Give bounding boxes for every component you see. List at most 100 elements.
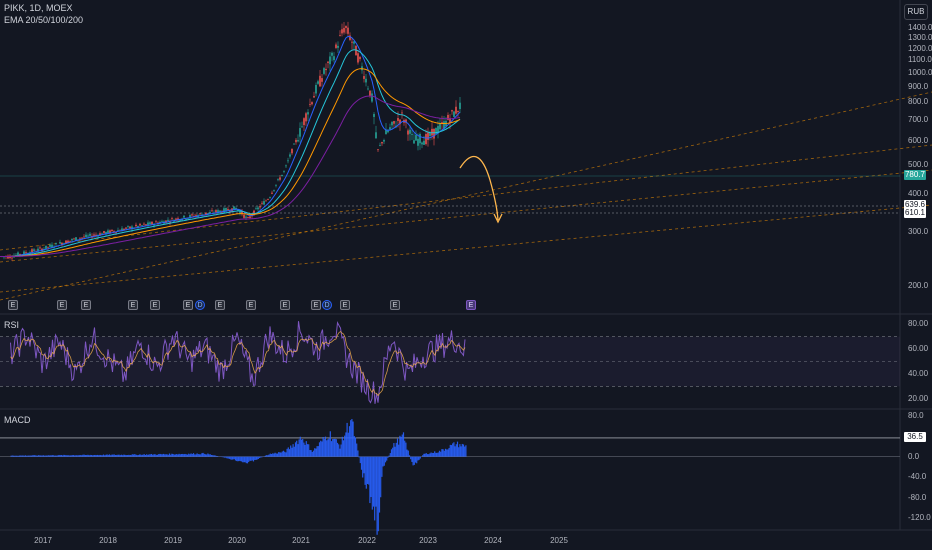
- candle-body: [39, 247, 41, 249]
- candle-body: [455, 106, 457, 114]
- macd-histogram-bar: [405, 442, 407, 457]
- candle-body: [365, 78, 367, 83]
- earnings-marker[interactable]: E: [150, 300, 160, 310]
- candle-body: [299, 128, 301, 137]
- macd-histogram-bar: [58, 454, 60, 457]
- macd-histogram-bar: [434, 451, 436, 457]
- candle-body: [167, 219, 169, 221]
- macd-histogram-bar: [435, 452, 437, 457]
- macd-histogram-bar: [290, 445, 292, 457]
- candle-body: [405, 119, 407, 123]
- macd-histogram-bar: [57, 455, 59, 457]
- macd-histogram-bar: [12, 455, 15, 457]
- candle-body: [351, 41, 353, 43]
- macd-histogram-bar: [423, 453, 425, 457]
- rsi-y-tick-label: 60.00: [908, 344, 929, 354]
- macd-histogram-bar: [323, 438, 325, 457]
- macd-histogram-bar: [404, 440, 406, 457]
- candle-body: [155, 221, 157, 223]
- candle-body: [283, 170, 285, 172]
- macd-histogram-bar: [155, 454, 157, 457]
- macd-histogram-bar: [166, 454, 168, 457]
- future-earnings-marker[interactable]: E: [466, 300, 476, 310]
- rsi-panel-title[interactable]: RSI: [4, 320, 20, 330]
- macd-histogram-bar: [408, 455, 411, 457]
- macd-histogram-bar: [222, 456, 225, 458]
- macd-panel-title[interactable]: MACD: [4, 415, 31, 425]
- candle-body: [47, 246, 49, 248]
- macd-histogram-bar: [46, 455, 48, 457]
- earnings-marker[interactable]: E: [8, 300, 18, 310]
- macd-histogram-bar: [71, 455, 73, 457]
- earnings-marker[interactable]: E: [57, 300, 67, 310]
- macd-histogram-bar: [106, 454, 108, 457]
- candle-body: [431, 128, 433, 136]
- candle-body: [189, 215, 191, 218]
- macd-histogram-bar: [266, 455, 268, 457]
- macd-histogram-bar: [183, 454, 185, 457]
- earnings-marker[interactable]: E: [280, 300, 290, 310]
- earnings-marker[interactable]: E: [246, 300, 256, 310]
- macd-histogram-bar: [38, 455, 40, 457]
- projection-arrowhead: [493, 213, 503, 224]
- macd-histogram-bar: [87, 454, 89, 457]
- macd-histogram-bar: [464, 446, 466, 457]
- macd-histogram-bar: [368, 456, 370, 485]
- earnings-marker[interactable]: E: [215, 300, 225, 310]
- macd-histogram-bar: [146, 454, 148, 457]
- earnings-marker[interactable]: E: [183, 300, 193, 310]
- candle-body: [75, 237, 77, 241]
- candle-body: [199, 213, 201, 215]
- macd-histogram-bar: [294, 442, 297, 457]
- macd-histogram-bar: [387, 456, 389, 458]
- earnings-marker[interactable]: E: [128, 300, 138, 310]
- macd-histogram-bar: [453, 442, 455, 457]
- macd-histogram-bar: [410, 456, 412, 460]
- macd-histogram-bar: [114, 455, 117, 457]
- macd-histogram-bar: [144, 455, 147, 457]
- candle-body: [87, 235, 89, 237]
- earnings-marker[interactable]: E: [81, 300, 91, 310]
- candle-body: [327, 61, 329, 63]
- macd-histogram-bar: [68, 455, 70, 457]
- macd-histogram-bar: [297, 444, 299, 457]
- macd-histogram-bar: [350, 420, 352, 457]
- macd-histogram-bar: [305, 441, 307, 457]
- macd-histogram-bar: [96, 454, 99, 457]
- candle-body: [417, 138, 419, 146]
- macd-histogram-bar: [280, 452, 282, 457]
- candle-body: [411, 134, 413, 135]
- macd-histogram-bar: [449, 444, 451, 457]
- candle-body: [73, 238, 75, 240]
- macd-histogram-bar: [32, 455, 34, 457]
- macd-histogram-bar: [460, 446, 462, 457]
- macd-histogram-bar: [170, 454, 172, 457]
- candle-body: [139, 223, 141, 226]
- macd-histogram-bar: [275, 453, 277, 457]
- indicator-legend[interactable]: EMA 20/50/100/200: [4, 15, 84, 25]
- macd-histogram-bar: [207, 453, 209, 457]
- earnings-marker[interactable]: E: [340, 300, 350, 310]
- ema200-line: [0, 95, 461, 257]
- macd-histogram-bar: [29, 455, 31, 457]
- macd-histogram-bar: [353, 436, 355, 457]
- ema20-line: [0, 35, 461, 257]
- dividend-marker[interactable]: D: [322, 300, 332, 310]
- candle-body: [293, 143, 295, 145]
- macd-histogram-bar: [15, 455, 17, 457]
- macd-histogram-bar: [177, 454, 179, 457]
- earnings-marker[interactable]: E: [311, 300, 321, 310]
- macd-histogram-bar: [119, 455, 121, 457]
- candle-body: [407, 130, 409, 135]
- macd-histogram-bar: [390, 449, 393, 457]
- macd-histogram-bar: [192, 453, 195, 457]
- macd-histogram-bar: [208, 454, 210, 457]
- currency-button[interactable]: RUB: [904, 4, 928, 20]
- macd-histogram-bar: [142, 454, 144, 457]
- candle-body: [227, 209, 229, 211]
- dividend-marker[interactable]: D: [195, 300, 205, 310]
- macd-histogram-bar: [210, 454, 213, 457]
- earnings-marker[interactable]: E: [390, 300, 400, 310]
- macd-histogram-bar: [347, 432, 349, 457]
